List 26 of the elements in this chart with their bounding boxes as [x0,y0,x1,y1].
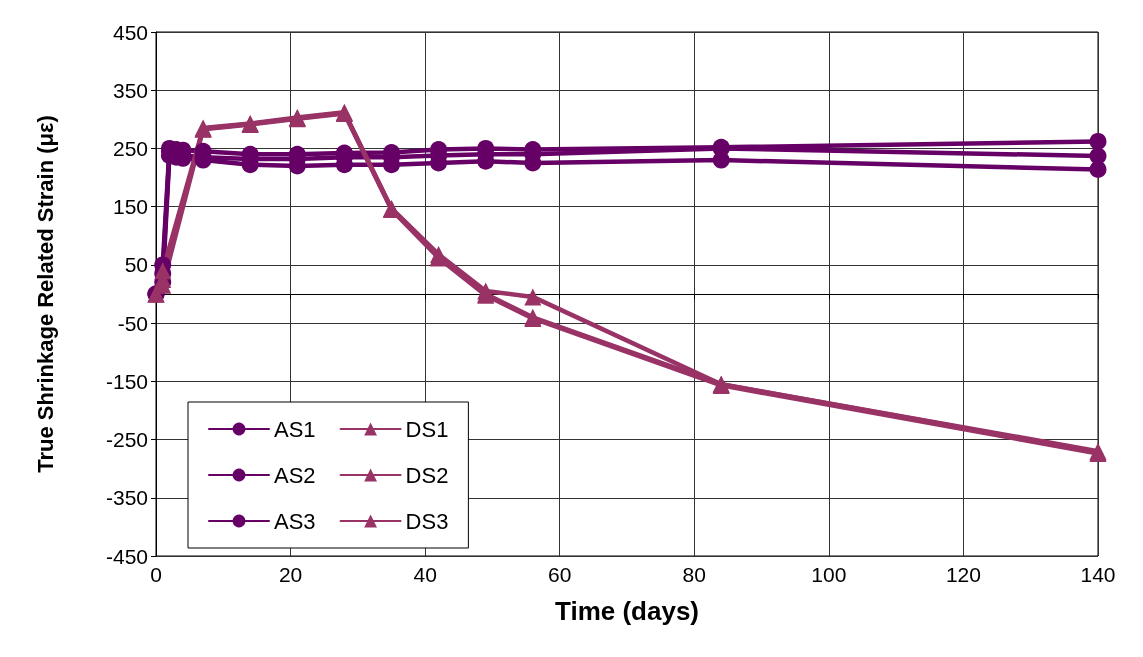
legend-label: DS1 [405,416,449,442]
y-tick-label: -450 [105,544,148,568]
legend-label: DS3 [405,508,449,534]
x-axis-title: Time (days) [554,596,700,626]
x-tick-label: 140 [1080,563,1116,586]
x-tick-label: 100 [811,563,847,586]
y-tick-label: -350 [105,486,148,510]
x-tick-label: 120 [945,563,981,586]
y-tick-label: 150 [112,195,148,219]
y-tick-label: 450 [112,20,148,44]
y-axis-title: True Shrinkage Related Strain (με) [32,115,58,473]
x-tick-label: 80 [682,563,706,586]
legend-label: AS1 [274,416,316,442]
legend-label: AS2 [274,462,316,488]
y-tick-label: 350 [112,78,148,102]
legend-label: DS2 [405,462,449,488]
y-tick-label: -250 [105,428,148,452]
y-tick-label: 50 [124,253,148,277]
y-tick-label: -150 [105,369,148,393]
y-tick-label: -50 [117,311,148,335]
x-tick-label: 40 [413,563,437,586]
x-tick-label: 60 [548,563,572,586]
y-tick-label: 250 [112,136,148,160]
x-tick-label: 0 [150,563,162,586]
legend-label: AS3 [274,508,316,534]
x-tick-label: 20 [278,563,303,586]
